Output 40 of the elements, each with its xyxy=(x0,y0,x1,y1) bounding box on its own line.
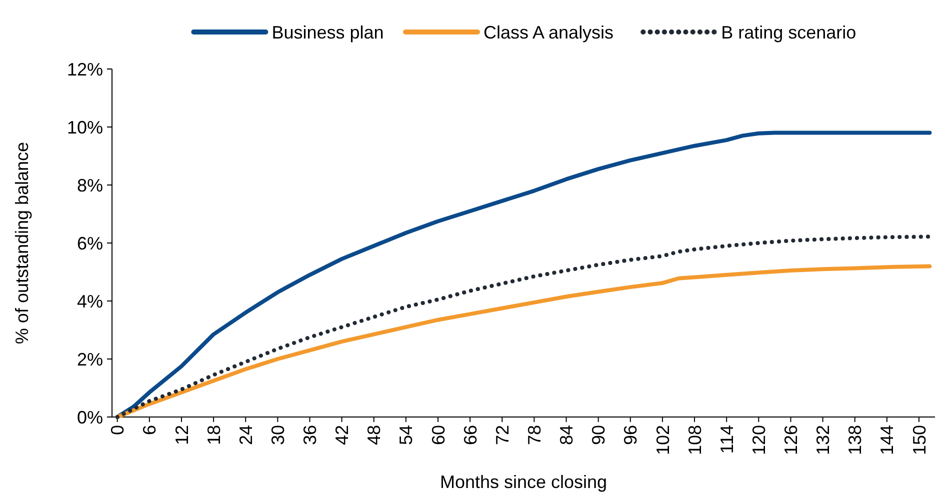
x-tick-label: 60 xyxy=(428,425,448,446)
x-tick-label: 24 xyxy=(236,425,256,446)
x-tick-label: 90 xyxy=(588,425,609,446)
x-tick-label: 30 xyxy=(268,425,288,446)
x-tick-label: 66 xyxy=(460,425,480,446)
x-tick-label: 150 xyxy=(909,425,930,456)
line-series xyxy=(115,264,932,419)
x-tick-label: 12 xyxy=(172,425,192,446)
y-tick-label: 0% xyxy=(76,407,103,428)
legend-label: B rating scenario xyxy=(721,22,856,42)
x-tick-label: 78 xyxy=(524,425,544,446)
x-tick-label: 132 xyxy=(813,425,834,456)
y-tick-label: 4% xyxy=(76,291,103,312)
x-axis-title: Months since closing xyxy=(440,472,608,492)
y-tick-label: 12% xyxy=(66,59,103,80)
x-tick-label: 126 xyxy=(781,425,802,456)
x-tick-label: 144 xyxy=(877,425,898,456)
y-tick-label: 8% xyxy=(76,175,103,196)
x-tick-label: 84 xyxy=(556,425,577,446)
x-tick-label: 96 xyxy=(620,425,641,446)
y-tick-label: 10% xyxy=(66,117,103,138)
x-tick-label: 54 xyxy=(396,425,416,446)
x-tick-label: 18 xyxy=(204,425,224,446)
y-tick-label: 6% xyxy=(76,233,103,254)
x-tick-label: 42 xyxy=(332,425,352,446)
x-tick-label: 120 xyxy=(748,425,769,456)
y-axis-title: % of outstanding balance xyxy=(12,142,32,344)
x-tick-label: 114 xyxy=(716,425,737,454)
x-tick-label: 0 xyxy=(108,425,128,436)
legend-label: Class A analysis xyxy=(484,22,614,42)
x-tick-label: 48 xyxy=(364,425,384,446)
x-tick-label: 6 xyxy=(140,425,160,436)
line-series xyxy=(115,234,932,419)
x-tick-label: 138 xyxy=(845,425,866,456)
x-tick-label: 108 xyxy=(684,425,705,456)
x-tick-label: 72 xyxy=(492,425,512,446)
y-tick-label: 2% xyxy=(76,349,103,370)
x-tick-label: 102 xyxy=(652,425,673,456)
legend-label: Business plan xyxy=(272,22,384,42)
x-tick-label: 36 xyxy=(300,425,320,446)
